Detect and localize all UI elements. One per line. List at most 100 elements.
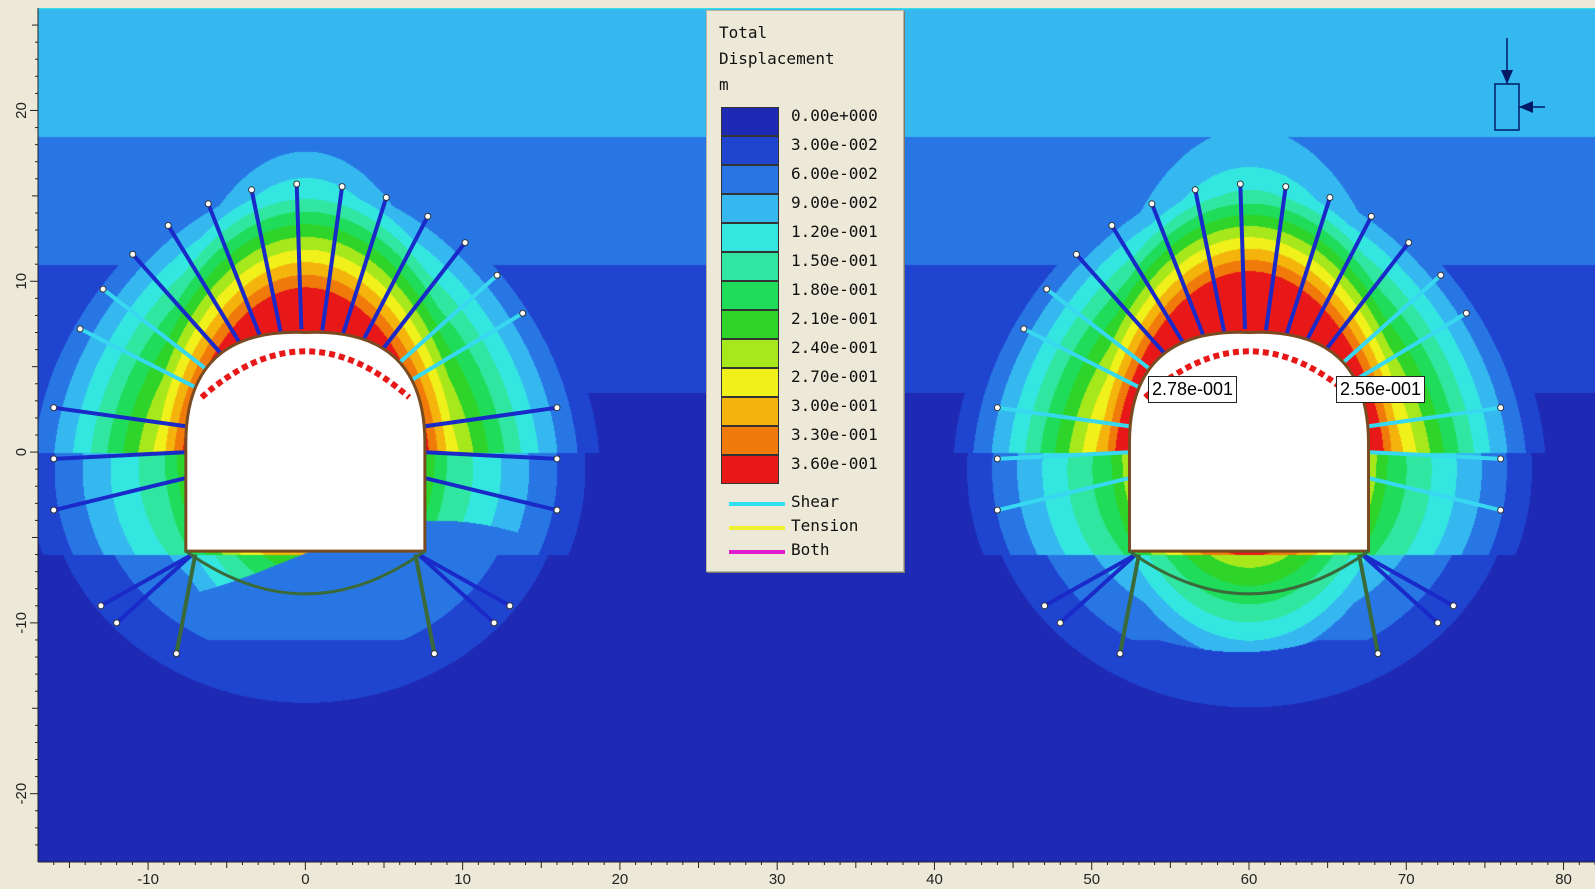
x-tick-label: 50 <box>1083 871 1100 888</box>
tunnel-2[interactable] <box>993 180 1505 658</box>
liner-crown <box>199 348 412 400</box>
bolt-end <box>1191 186 1199 194</box>
rock-bolt <box>79 327 203 392</box>
bolt-end <box>1041 602 1049 610</box>
rock-bolt <box>340 196 389 336</box>
legend-bin-label: 2.40e-001 <box>791 338 878 357</box>
legend-swatch <box>721 165 779 194</box>
bolt-end <box>164 222 172 230</box>
rock-bolt <box>115 553 194 625</box>
bolt-end <box>129 250 137 258</box>
legend-line-label: Tension <box>791 516 859 535</box>
legend-bin: 9.00e-002 <box>721 194 897 223</box>
rock-bolt <box>417 553 496 625</box>
rock-bolt <box>53 450 188 461</box>
bolt-end <box>338 183 346 191</box>
invert-bolt <box>413 554 437 654</box>
legend-line-swatch <box>729 550 785 554</box>
rock-bolt <box>1058 553 1138 625</box>
legend-swatch <box>721 194 779 223</box>
rock-bolt <box>1110 224 1188 348</box>
legend-bin: 1.20e-001 <box>721 223 897 252</box>
bolt-end <box>248 186 256 194</box>
legend-bin: 2.70e-001 <box>721 368 897 397</box>
tunnel-opening[interactable] <box>1127 330 1371 553</box>
legend-title-unit: m <box>719 75 729 94</box>
legend-swatch <box>721 281 779 310</box>
bolt-end <box>1449 602 1457 610</box>
rock-bolt <box>1238 183 1247 330</box>
rock-bolt <box>101 287 214 376</box>
rock-bolt <box>166 224 244 348</box>
rock-bolt <box>1366 405 1501 429</box>
bolt-end <box>50 404 58 412</box>
legend-bin: 2.40e-001 <box>721 339 897 368</box>
rock-bolt <box>53 405 188 429</box>
legend-swatch <box>721 426 779 455</box>
bolt-end <box>993 404 1001 412</box>
bolt-end <box>1462 309 1470 317</box>
invert-bolt <box>1357 554 1380 654</box>
legend-swatch <box>721 252 779 281</box>
bolt-end <box>1497 506 1505 514</box>
bolt-end <box>76 325 84 333</box>
load-symbol-icon <box>1494 38 1545 131</box>
bolt-end <box>97 602 105 610</box>
y-axis-band <box>0 0 38 889</box>
rock-bolt <box>422 475 558 513</box>
legend-bin-label: 1.80e-001 <box>791 280 878 299</box>
bolt-end <box>1434 619 1442 627</box>
legend-swatch <box>721 368 779 397</box>
legend-swatch <box>721 339 779 368</box>
rock-bolt <box>99 552 194 608</box>
rock-bolt <box>1150 203 1207 339</box>
legend-bin-label: 3.30e-001 <box>791 425 878 444</box>
y-tick-label: -20 <box>13 783 30 805</box>
rock-bolt <box>1361 552 1455 608</box>
bolt-end <box>553 404 561 412</box>
tunnel-1[interactable] <box>50 180 561 658</box>
bolt-end <box>490 619 498 627</box>
rock-bolt <box>417 552 511 608</box>
x-axis-band <box>38 862 1595 889</box>
rock-bolt <box>294 183 304 330</box>
legend-panel: Total Displacement m 0.00e+000 3.00e-002 6… <box>706 10 904 572</box>
legend-bin-label: 2.10e-001 <box>791 309 878 328</box>
rock-bolt <box>1193 189 1227 332</box>
rock-bolt <box>320 186 345 331</box>
x-tick-label: 10 <box>454 871 471 888</box>
rock-bolt <box>997 450 1132 461</box>
rock-bolt <box>53 475 188 513</box>
bolt-end <box>430 650 438 658</box>
rock-bolt <box>1336 273 1443 370</box>
rock-bolt <box>1284 196 1332 336</box>
legend-line-shear: Shear <box>721 492 897 516</box>
x-tick-label: -10 <box>137 871 159 888</box>
tunnel-opening[interactable] <box>184 330 427 553</box>
x-tick-label: 60 <box>1241 871 1258 888</box>
y-tick-label: 0 <box>13 448 30 456</box>
legend-line-both: Both <box>721 540 897 564</box>
legend-bin: 3.00e-001 <box>721 397 897 426</box>
x-tick-label: 30 <box>769 871 786 888</box>
bolt-end <box>1497 404 1505 412</box>
rock-bolt <box>1022 327 1146 392</box>
legend-line-label: Both <box>791 540 830 559</box>
bolt-end <box>1148 200 1156 208</box>
bolt-end <box>506 602 514 610</box>
legend-bin-label: 3.00e-001 <box>791 396 878 415</box>
legend-bin: 2.10e-001 <box>721 310 897 339</box>
rock-bolt <box>249 189 283 332</box>
bolt-end <box>1497 455 1505 463</box>
invert-bolt <box>1118 554 1141 654</box>
rock-bolt <box>1360 553 1440 625</box>
bolt-end <box>113 619 121 627</box>
rock-bolt <box>1348 311 1468 386</box>
legend-bin-label: 3.00e-002 <box>791 135 878 154</box>
rock-bolt <box>404 311 524 386</box>
invert-arc <box>1128 549 1370 596</box>
legend-bin: 3.60e-001 <box>721 455 897 484</box>
bolt-end <box>1367 212 1375 220</box>
legend-bin: 6.00e-002 <box>721 165 897 194</box>
